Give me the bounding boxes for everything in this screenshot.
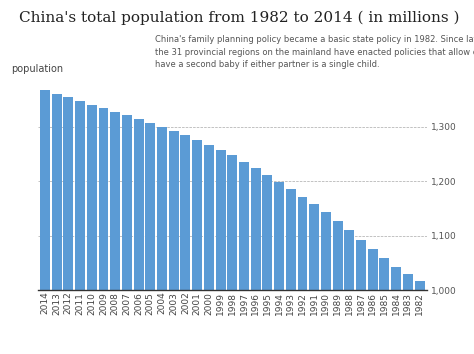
Bar <box>146 123 155 354</box>
Bar <box>181 135 191 354</box>
Bar <box>251 169 261 354</box>
Bar <box>169 131 179 354</box>
Bar <box>239 162 249 354</box>
Bar <box>204 145 214 354</box>
Bar <box>380 258 390 354</box>
Bar <box>192 140 202 354</box>
Bar <box>52 94 62 354</box>
Bar <box>75 101 85 354</box>
Bar <box>40 90 50 354</box>
Bar <box>321 212 331 354</box>
Bar <box>356 240 366 354</box>
Bar <box>216 150 226 354</box>
Bar <box>228 155 237 354</box>
Bar <box>87 105 97 354</box>
Bar <box>286 189 296 354</box>
Bar <box>309 204 319 354</box>
Bar <box>344 230 354 354</box>
Bar <box>391 267 401 354</box>
Bar <box>263 175 273 354</box>
Bar <box>298 197 308 354</box>
Bar <box>110 112 120 354</box>
Bar <box>274 182 284 354</box>
Bar <box>368 250 378 354</box>
Bar <box>403 274 413 354</box>
Bar <box>415 281 425 354</box>
Bar <box>157 127 167 354</box>
Bar <box>99 108 109 354</box>
Bar <box>134 119 144 354</box>
Text: China's total population from 1982 to 2014 ( in millions ): China's total population from 1982 to 20… <box>19 11 459 25</box>
Bar <box>333 221 343 354</box>
Text: China's family planning policy became a basic state policy in 1982. Since late 2: China's family planning policy became a … <box>155 35 474 69</box>
Bar <box>122 115 132 354</box>
Text: population: population <box>11 64 63 74</box>
Bar <box>64 97 73 354</box>
